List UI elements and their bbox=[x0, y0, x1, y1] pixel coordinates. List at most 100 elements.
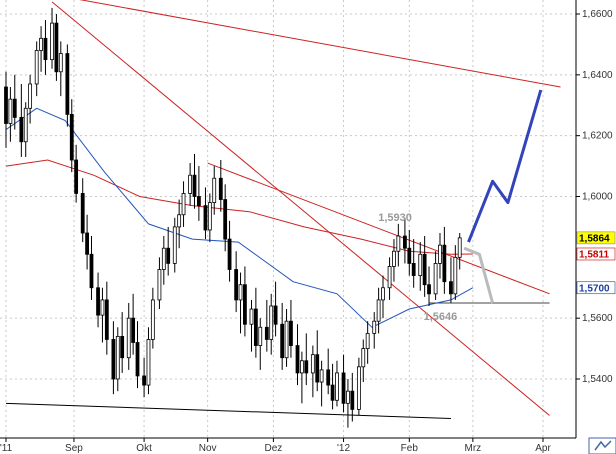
candle-body bbox=[396, 235, 401, 252]
candle-body bbox=[449, 281, 453, 295]
candle-body bbox=[341, 372, 346, 404]
candle-body bbox=[299, 360, 304, 374]
candle-body bbox=[12, 98, 17, 118]
candle-body bbox=[330, 384, 335, 401]
candle-body bbox=[166, 247, 171, 264]
candle-body bbox=[346, 390, 350, 404]
candle-body bbox=[69, 113, 74, 161]
candle-body bbox=[407, 247, 412, 264]
candle-body bbox=[376, 299, 381, 322]
y-tick-label: 1,6400 bbox=[582, 70, 613, 81]
candle-body bbox=[249, 308, 254, 325]
price-badge-label: 1,5864 bbox=[579, 233, 610, 244]
candle-body bbox=[289, 320, 293, 346]
y-tick-label: 1,6600 bbox=[582, 9, 613, 20]
candle-body bbox=[131, 317, 136, 343]
candle-body bbox=[43, 37, 48, 61]
candle-body bbox=[19, 117, 24, 143]
candle-body bbox=[115, 336, 120, 380]
y-tick-label: 1,6200 bbox=[582, 131, 613, 142]
candle-body bbox=[80, 193, 85, 234]
price-badge-box bbox=[576, 281, 616, 295]
candle-body bbox=[192, 174, 197, 197]
candle-body bbox=[157, 269, 162, 301]
candle-body bbox=[422, 253, 427, 286]
trendline bbox=[51, 1, 550, 416]
candle-body bbox=[304, 360, 309, 374]
candle-body bbox=[39, 37, 43, 51]
candle-body bbox=[89, 253, 94, 289]
candle-body bbox=[315, 354, 320, 383]
corner-widget[interactable] bbox=[588, 437, 616, 454]
x-tick-label: Nov bbox=[199, 443, 217, 454]
candle-body bbox=[28, 83, 33, 109]
candle-body bbox=[427, 284, 431, 295]
candle-body bbox=[74, 159, 79, 194]
candle-body bbox=[96, 287, 100, 316]
trendline bbox=[207, 162, 550, 295]
candle-body bbox=[104, 299, 109, 340]
candle-body bbox=[203, 205, 208, 231]
trendlines bbox=[5, 0, 561, 420]
candle-body bbox=[280, 323, 285, 359]
candle-body bbox=[146, 339, 151, 386]
candle-body bbox=[23, 107, 28, 143]
candle-body bbox=[196, 196, 201, 207]
candle-body bbox=[438, 244, 442, 264]
candle-body bbox=[310, 354, 315, 374]
candle-body bbox=[284, 320, 289, 359]
x-tick-label: Apr bbox=[535, 443, 551, 454]
candle-body bbox=[126, 317, 131, 359]
x-tick-label: Mrz bbox=[465, 443, 482, 454]
candle-body bbox=[100, 299, 105, 316]
candle-body bbox=[453, 256, 458, 295]
price-badge-box bbox=[576, 231, 616, 245]
candle-body bbox=[403, 235, 407, 249]
x-tick-label: Dez bbox=[265, 443, 283, 454]
candle-body bbox=[356, 366, 361, 410]
candle-body bbox=[234, 269, 239, 301]
x-tick-label: Feb bbox=[401, 443, 419, 454]
candle-body bbox=[264, 326, 269, 340]
candle-body bbox=[335, 372, 339, 401]
candle-body bbox=[177, 214, 182, 228]
candle-body bbox=[442, 244, 447, 283]
candle-body bbox=[319, 369, 324, 383]
x-tick-label: '11 bbox=[0, 443, 13, 454]
candle-body bbox=[223, 199, 228, 240]
forecast-path bbox=[463, 246, 495, 304]
price-badge-label: 1,5811 bbox=[579, 249, 609, 260]
corner-box bbox=[588, 437, 616, 454]
moving-averages bbox=[5, 107, 474, 328]
candle-body bbox=[207, 202, 212, 231]
candle-body bbox=[457, 237, 462, 258]
candle-body bbox=[227, 238, 232, 270]
candle-body bbox=[181, 193, 186, 216]
y-tick-label: 1,5400 bbox=[582, 374, 613, 385]
candle-body bbox=[392, 250, 396, 267]
candle-body bbox=[150, 299, 155, 340]
candle-body bbox=[161, 247, 166, 270]
candle-body bbox=[350, 390, 355, 410]
candle-body bbox=[50, 22, 54, 61]
y-tick-label: 1,5600 bbox=[582, 313, 613, 324]
candle-body bbox=[411, 263, 416, 276]
candle-body bbox=[295, 345, 300, 374]
candle-body bbox=[85, 232, 89, 255]
candle-body bbox=[381, 287, 385, 301]
candle-body bbox=[54, 22, 59, 73]
price-badge-box bbox=[576, 247, 616, 261]
candle-body bbox=[418, 253, 423, 276]
moving-average-line bbox=[5, 159, 473, 255]
price-badge-label: 1,5700 bbox=[579, 283, 610, 294]
candles bbox=[4, 7, 462, 428]
candle-body bbox=[433, 263, 438, 295]
candle-body bbox=[372, 320, 377, 334]
moving-average-line bbox=[5, 107, 474, 328]
grid bbox=[0, 0, 576, 438]
candle-body bbox=[120, 336, 125, 359]
y-axis: 1,6600 1,6400 1,6200 1,6000 1,5600 1,5400 bbox=[576, 9, 613, 385]
